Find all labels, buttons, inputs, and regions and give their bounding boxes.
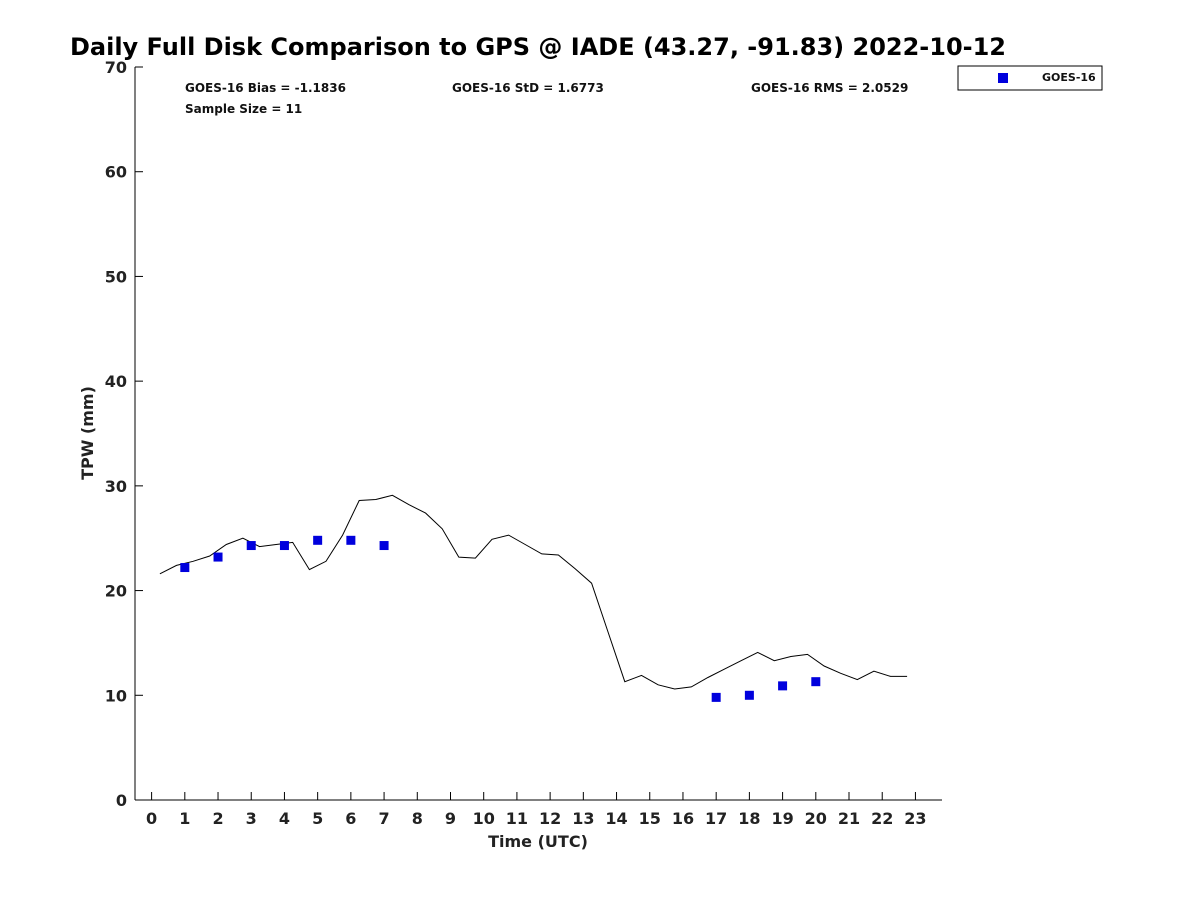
x-tick-label: 22	[871, 809, 893, 828]
x-tick-label: 13	[572, 809, 594, 828]
goes16-point	[744, 690, 754, 700]
x-tick-label: 17	[705, 809, 727, 828]
x-tick-label: 11	[506, 809, 528, 828]
y-tick-label: 40	[105, 372, 127, 391]
y-tick-label: 0	[116, 791, 127, 810]
y-ticks: 0 10 20 30 40 50 60 70	[105, 58, 143, 810]
x-tick-label: 9	[445, 809, 456, 828]
goes16-point	[246, 541, 256, 551]
goes16-point	[711, 692, 721, 702]
goes16-point	[811, 677, 821, 687]
legend: GOES-16	[957, 65, 1103, 91]
x-tick-label: 18	[738, 809, 760, 828]
legend-box	[957, 65, 1103, 91]
goes16-point	[778, 681, 788, 691]
goes16-point	[180, 563, 190, 573]
x-tick-label: 12	[539, 809, 561, 828]
x-tick-label: 2	[212, 809, 223, 828]
goes16-point	[213, 552, 223, 562]
bias-stat: GOES-16 Bias = -1.1836	[185, 81, 346, 95]
goes16-point	[346, 535, 356, 545]
x-tick-label: 3	[246, 809, 257, 828]
x-tick-label: 5	[312, 809, 323, 828]
goes16-point	[279, 541, 289, 551]
x-tick-label: 14	[605, 809, 627, 828]
x-tick-label: 4	[279, 809, 290, 828]
x-axis-label: Time (UTC)	[488, 832, 588, 851]
rms-stat: GOES-16 RMS = 2.0529	[751, 81, 908, 95]
x-tick-label: 16	[672, 809, 694, 828]
x-tick-label: 15	[639, 809, 661, 828]
x-tick-label: 10	[473, 809, 495, 828]
y-tick-label: 10	[105, 686, 127, 705]
std-stat: GOES-16 StD = 1.6773	[452, 81, 604, 95]
gps-line-series	[159, 494, 908, 690]
goes16-scatter-series	[180, 535, 821, 702]
x-tick-label: 7	[379, 809, 390, 828]
y-tick-label: 20	[105, 582, 127, 601]
x-tick-label: 19	[771, 809, 793, 828]
y-axis-label: TPW (mm)	[78, 386, 97, 480]
goes16-point	[313, 535, 323, 545]
goes16-point	[379, 541, 389, 551]
y-tick-label: 30	[105, 477, 127, 496]
y-tick-label: 70	[105, 58, 127, 77]
x-ticks: 0 1 2 3 4 5 6 7 8 9 10 11 12 13 14 15 16 17 18 19 20 21 22 23	[146, 792, 927, 828]
x-tick-label: 23	[904, 809, 926, 828]
y-tick-label: 50	[105, 267, 127, 286]
x-tick-label: 1	[179, 809, 190, 828]
x-tick-label: 8	[412, 809, 423, 828]
legend-label-goes16: GOES-16	[1042, 71, 1096, 84]
y-tick-label: 60	[105, 163, 127, 182]
x-tick-label: 20	[805, 809, 827, 828]
x-tick-label: 0	[146, 809, 157, 828]
legend-marker-goes16	[998, 73, 1008, 83]
sample-size-stat: Sample Size = 11	[185, 102, 302, 116]
x-tick-label: 6	[345, 809, 356, 828]
x-tick-label: 21	[838, 809, 860, 828]
chart-title: Daily Full Disk Comparison to GPS @ IADE…	[70, 33, 1006, 61]
gps-tpw-line	[159, 494, 908, 690]
